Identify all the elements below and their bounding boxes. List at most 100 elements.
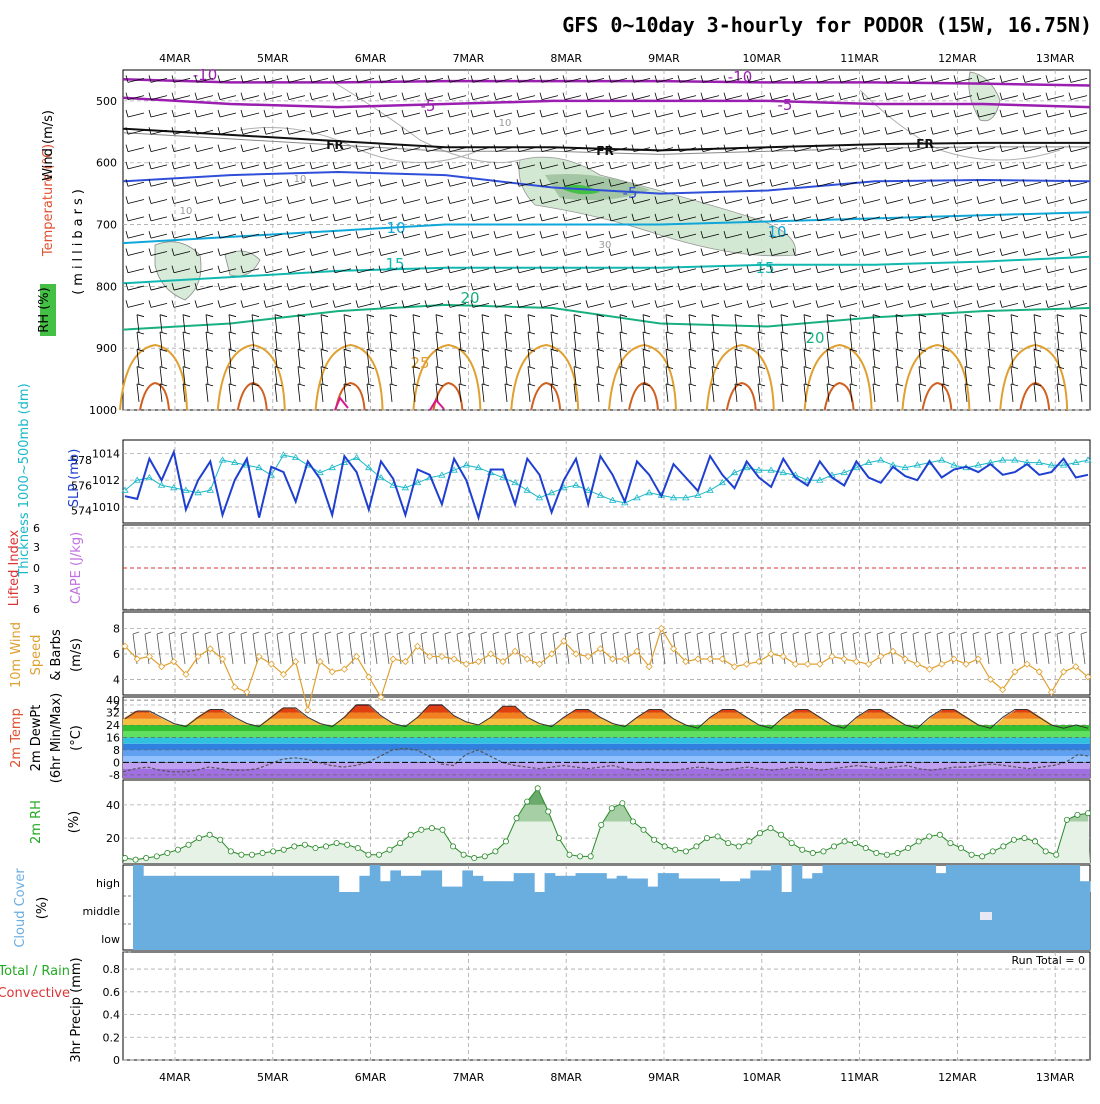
wind-barb bbox=[1023, 110, 1025, 117]
wind10m-barb bbox=[817, 634, 821, 664]
wind-barb bbox=[218, 145, 220, 152]
rh2m-point bbox=[927, 834, 932, 839]
rh2m-point bbox=[398, 840, 403, 845]
wind-barb bbox=[632, 110, 634, 117]
cloud-high-bar bbox=[1018, 865, 1029, 892]
cloud-high-bar bbox=[946, 865, 957, 892]
wind-barb bbox=[172, 179, 174, 186]
wind-barb bbox=[864, 200, 880, 204]
wind10m-barb bbox=[1045, 632, 1051, 634]
wind-barb bbox=[1034, 315, 1036, 333]
wind-barb bbox=[885, 266, 887, 273]
wind-barb bbox=[712, 315, 719, 317]
wind-barb bbox=[448, 127, 450, 134]
wind-barb bbox=[482, 315, 489, 317]
rh2m-point bbox=[1085, 811, 1090, 816]
wind-barb bbox=[933, 251, 949, 255]
wind-barb bbox=[703, 130, 719, 134]
wind-barb bbox=[298, 349, 305, 351]
wind-barb bbox=[574, 367, 581, 369]
wind-barb bbox=[574, 332, 581, 334]
wind-barb bbox=[795, 200, 811, 204]
wind10m-barb bbox=[589, 634, 593, 664]
wind10m-barb bbox=[805, 632, 811, 634]
wind10m-barb bbox=[913, 634, 917, 664]
wind-barb bbox=[1034, 384, 1036, 402]
wind-barb bbox=[275, 332, 277, 350]
wind-barb bbox=[678, 300, 680, 307]
wind-barb bbox=[229, 367, 231, 385]
rh2m-point bbox=[165, 850, 170, 855]
wind-barb bbox=[793, 93, 795, 100]
precip-total-rain-label: Total / Rain bbox=[0, 964, 70, 979]
cloud-high-bar bbox=[329, 876, 340, 892]
rh-contour bbox=[860, 90, 1060, 160]
wind-barb bbox=[795, 96, 811, 100]
wind-barb bbox=[1000, 248, 1002, 255]
wind-barb bbox=[402, 93, 404, 100]
wind-barb bbox=[402, 197, 404, 204]
wind-barb bbox=[160, 315, 162, 333]
wind-barb bbox=[954, 214, 956, 221]
wind-barb bbox=[747, 127, 749, 134]
wind-barb bbox=[887, 113, 903, 117]
wind-barb bbox=[979, 251, 995, 255]
wind-barb bbox=[565, 303, 581, 307]
wind-barb bbox=[471, 162, 473, 169]
wind-barb bbox=[804, 367, 806, 385]
wind-barb bbox=[517, 248, 519, 255]
rh2m-point bbox=[334, 840, 339, 845]
wind10m-barb bbox=[493, 632, 499, 634]
wind-barb bbox=[551, 315, 558, 317]
wind-barb bbox=[287, 110, 289, 117]
wind-barb bbox=[988, 315, 995, 317]
wind-barb bbox=[298, 367, 305, 369]
wind-barb bbox=[1080, 367, 1082, 385]
wind-barb bbox=[266, 96, 282, 100]
wind-barb bbox=[312, 200, 328, 204]
wind-barb bbox=[266, 113, 282, 117]
top-date-label: 12MAR bbox=[938, 52, 977, 65]
wind-barb bbox=[749, 165, 765, 169]
wind-barb bbox=[1025, 251, 1041, 255]
wind-barb bbox=[1023, 162, 1025, 169]
wind-barb bbox=[459, 315, 461, 333]
wind10m-barb bbox=[277, 634, 281, 664]
rh-shading-blob bbox=[969, 72, 1000, 121]
wind10m-speed-point bbox=[1061, 669, 1067, 675]
wind-barb bbox=[505, 367, 512, 369]
wind-barb bbox=[1080, 315, 1082, 333]
wind-barb bbox=[956, 200, 972, 204]
wind-barb bbox=[657, 130, 673, 134]
wind-barb bbox=[425, 127, 427, 134]
wind-barb bbox=[289, 217, 305, 221]
wind-barb bbox=[839, 197, 841, 204]
wind-barb bbox=[356, 214, 358, 221]
bottom-date-label: 4MAR bbox=[159, 1071, 191, 1084]
wind-barb bbox=[793, 231, 795, 238]
cloud-high-bar bbox=[205, 876, 216, 892]
wind-barb bbox=[818, 130, 834, 134]
wind-barb bbox=[678, 93, 680, 100]
wind-barb bbox=[841, 200, 857, 204]
cloud-high-bar bbox=[1008, 865, 1019, 892]
rh2m-point bbox=[810, 850, 815, 855]
wind-barb bbox=[772, 182, 788, 186]
wind10m-barb bbox=[853, 632, 859, 634]
wind-barb bbox=[137, 315, 144, 317]
wind-barb bbox=[611, 113, 627, 117]
wind10m-barb bbox=[181, 634, 185, 664]
wind-barb bbox=[910, 200, 926, 204]
wind-barb bbox=[689, 315, 696, 317]
rh2m-point bbox=[133, 857, 138, 862]
wind-barb bbox=[333, 93, 335, 100]
wind-barb bbox=[735, 332, 742, 334]
wind-barb bbox=[471, 214, 473, 221]
wind-barb bbox=[298, 332, 305, 334]
temp2m-axis-label-2: 2m DewPt bbox=[29, 705, 44, 772]
wind10m-barb bbox=[985, 634, 989, 664]
wind-barb bbox=[908, 231, 910, 238]
wind10m-barb bbox=[385, 634, 389, 664]
cloud-high-bar bbox=[267, 876, 278, 892]
wind-barb bbox=[954, 248, 956, 255]
